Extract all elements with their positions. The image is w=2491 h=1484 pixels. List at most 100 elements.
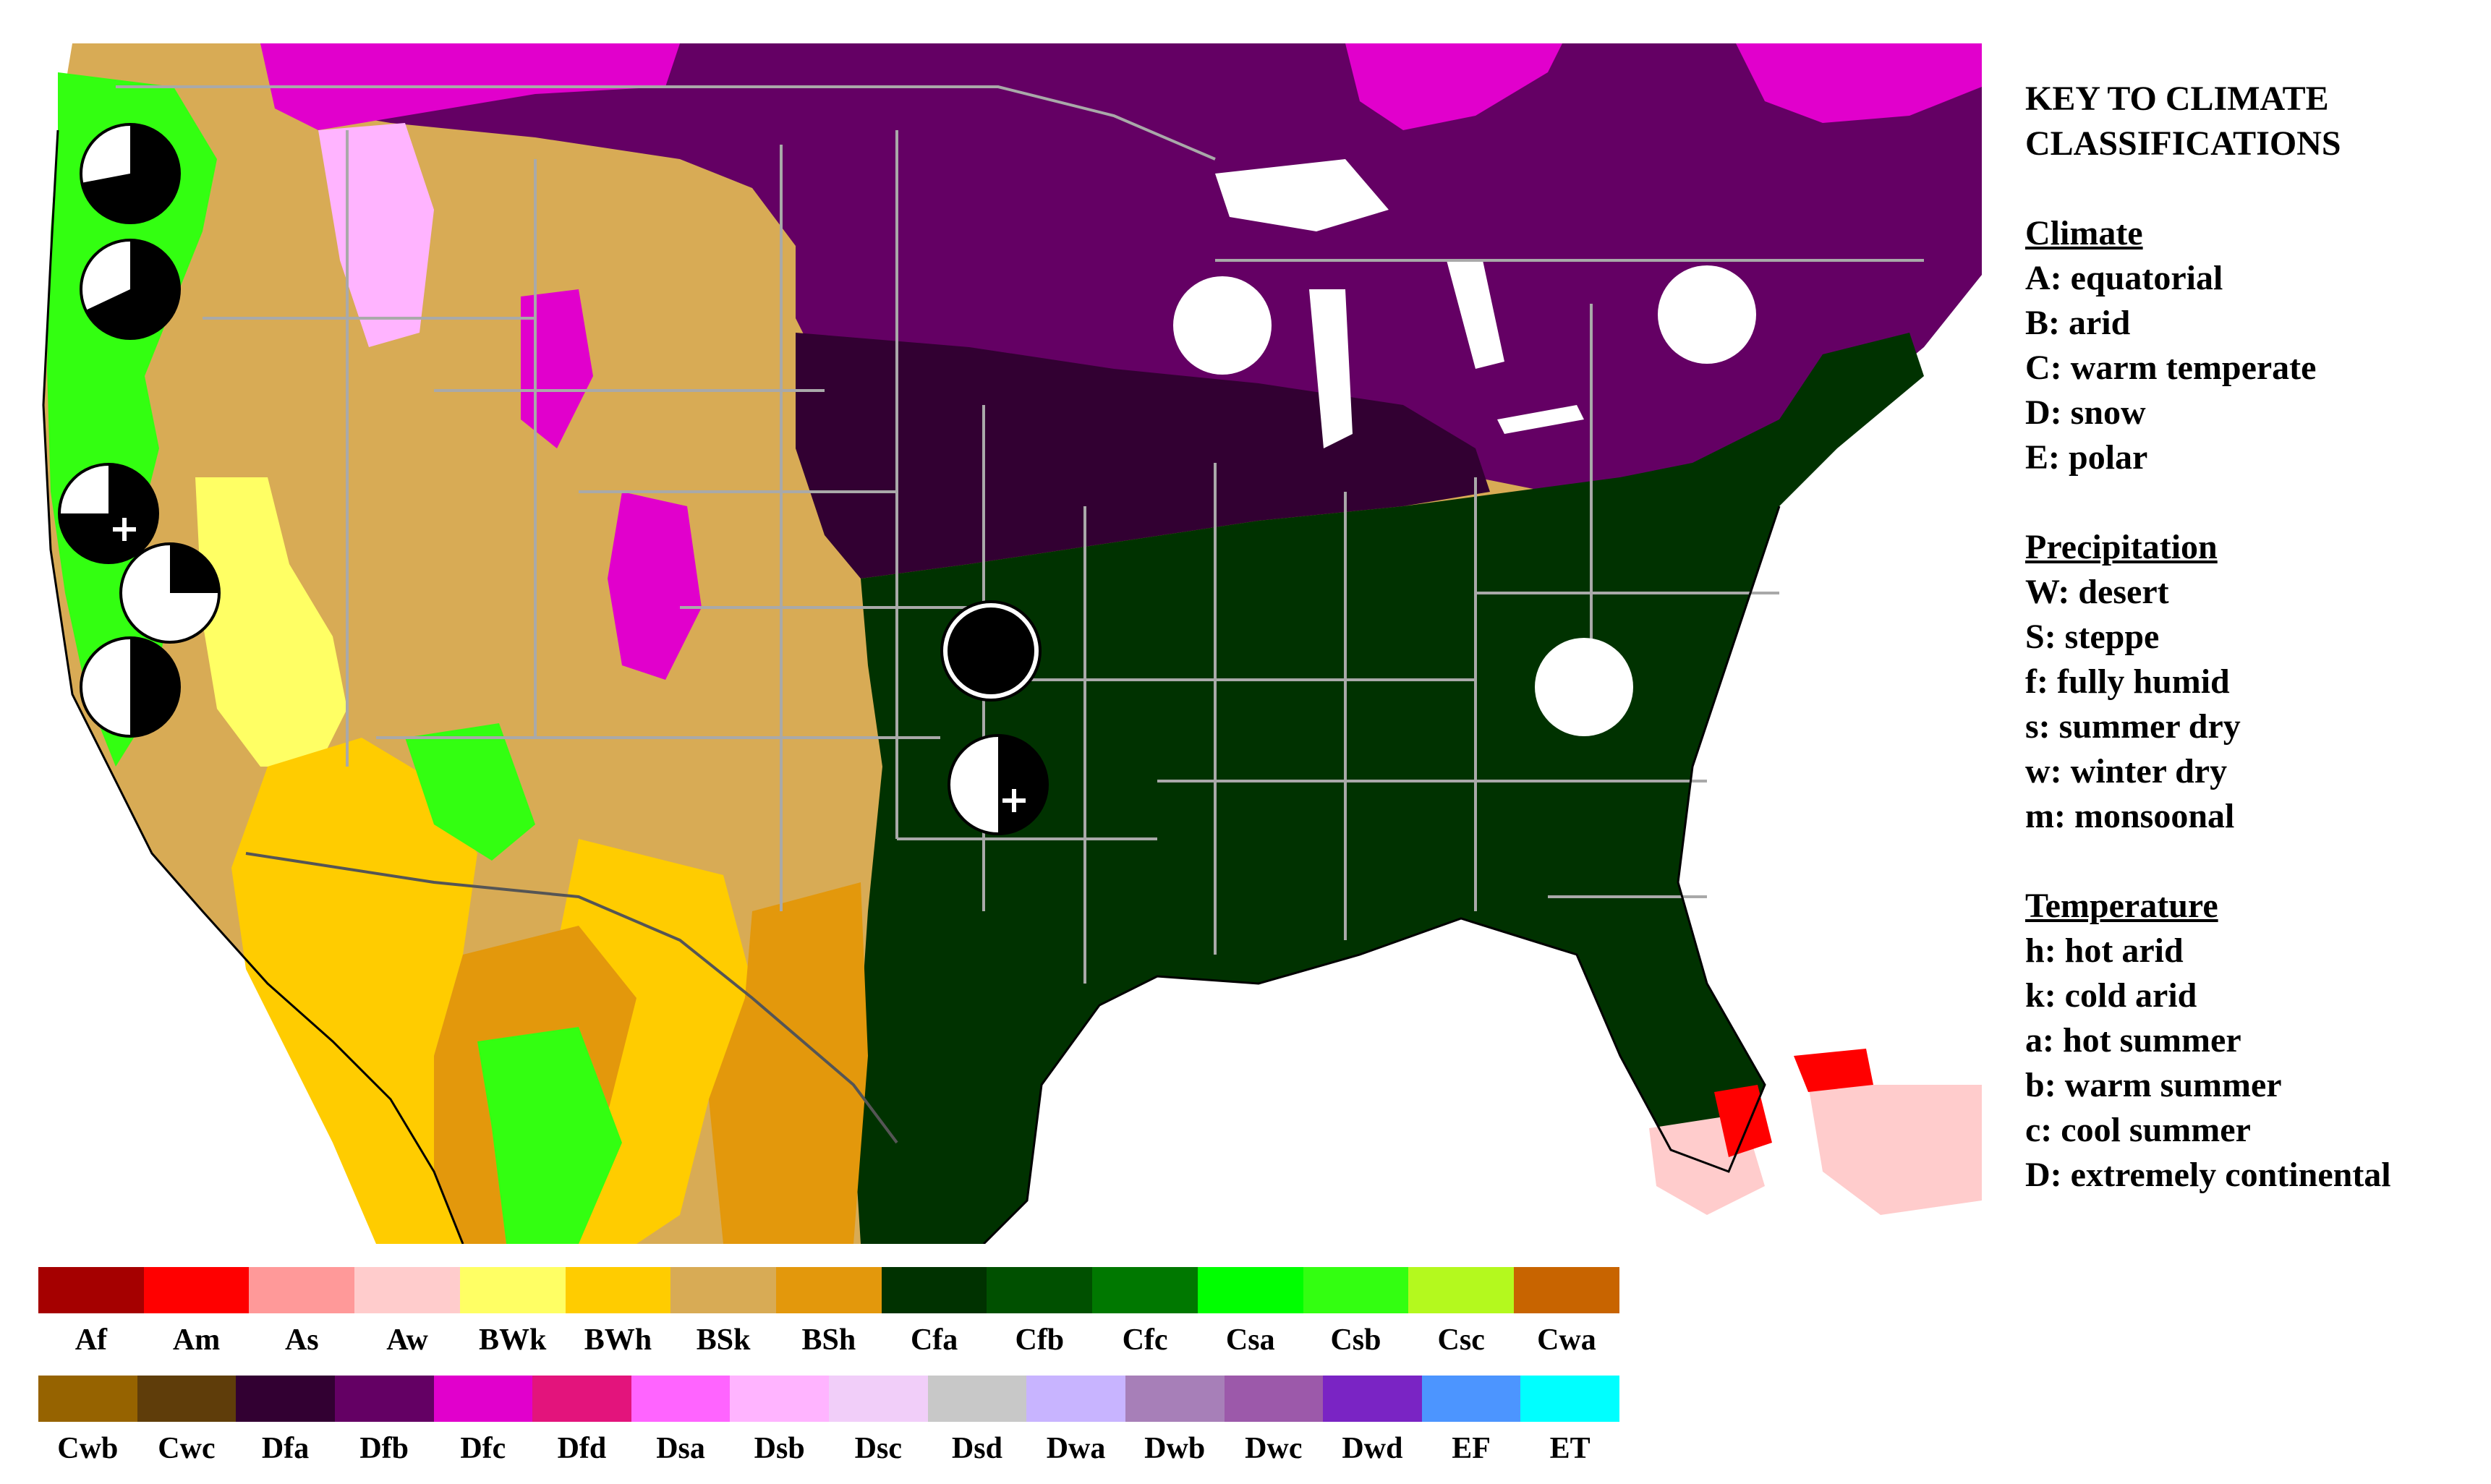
color-legend: Af Am As Aw BWk BWh BSk BSh Cfa Cfb Cfc Csa Csb Csc Cw… [38, 1267, 1619, 1467]
legend-swatch [987, 1267, 1093, 1313]
pie-markers [58, 123, 1756, 835]
legend-label: Dsa [656, 1432, 705, 1465]
coastline [42, 129, 464, 1244]
key-item: h: hot arid [2025, 931, 2184, 970]
key-section-temperature: Temperature h: hot arid k: cold arid a: … [2025, 884, 2474, 1198]
legend-swatch [143, 1267, 250, 1313]
legend-entry-csb: Csb [1303, 1267, 1409, 1358]
coastline-gulf [982, 506, 1781, 1244]
legend-entry-dwa: Dwa [1026, 1376, 1125, 1467]
legend-swatch [532, 1376, 631, 1422]
legend-label: BSk [696, 1323, 751, 1357]
region-humid-subtropical [853, 333, 1924, 1244]
region-subarctic-east [1736, 43, 1982, 123]
legend-entry-am: Am [143, 1267, 250, 1358]
legend-entry-dwb: Dwb [1125, 1376, 1225, 1467]
region-mediterranean-inland [405, 723, 535, 861]
pie-marker-oklahoma [948, 734, 1049, 835]
legend-swatch [38, 1267, 144, 1313]
legend-label: Af [74, 1323, 108, 1357]
pie-marker-kansas [940, 600, 1042, 702]
key-item: D: snow [2025, 393, 2146, 432]
legend-label: As [284, 1323, 319, 1357]
region-humid-continental [796, 333, 1490, 579]
region-subarctic-colorado [608, 492, 702, 680]
legend-entry-dwd: Dwd [1323, 1376, 1422, 1467]
pie-marker-base [1173, 276, 1272, 375]
pie-marker-n-california [58, 463, 159, 564]
legend-swatch [433, 1376, 533, 1422]
pie-marker-slice [130, 638, 179, 736]
legend-label: Csc [1437, 1323, 1485, 1357]
legend-swatch [927, 1376, 1027, 1422]
legend-label: Csb [1330, 1323, 1381, 1357]
legend-swatch [1520, 1376, 1619, 1422]
legend-entry-csc: Csc [1408, 1267, 1515, 1358]
key-heading-climate: Climate [2025, 214, 2143, 252]
climate-map-svg [29, 43, 1982, 1244]
key-item: a: hot summer [2025, 1021, 2241, 1059]
pie-marker-nw-washington [80, 123, 181, 224]
lake-erie [1497, 405, 1584, 434]
legend-label: Dsb [754, 1432, 805, 1465]
legend-swatch [354, 1267, 460, 1313]
legend-swatch [631, 1376, 731, 1422]
legend-label: Cwb [57, 1432, 119, 1465]
key-item: A: equatorial [2025, 259, 2223, 297]
legend-entry-dsc: Dsc [829, 1376, 928, 1467]
region-tropical-monsoon-bahamas [1794, 1049, 1873, 1092]
legend-entry-bwk: BWk [459, 1267, 566, 1358]
key-item: k: cold arid [2025, 976, 2197, 1015]
region-hot-steppe-texas [709, 882, 868, 1244]
lake-huron [1447, 260, 1504, 369]
key-item: c: cool summer [2025, 1111, 2251, 1149]
pie-marker-slice [82, 124, 180, 223]
legend-entry-cwb: Cwb [38, 1376, 137, 1467]
key-title-line1: KEY TO CLIMATE [2025, 80, 2329, 118]
legend-entry-dfd: Dfd [532, 1376, 631, 1467]
legend-swatch [38, 1376, 137, 1422]
legend-entry-cwc: Cwc [137, 1376, 237, 1467]
legend-entry-dsa: Dsa [631, 1376, 731, 1467]
legend-label: Csa [1225, 1323, 1275, 1357]
legend-swatch [1125, 1376, 1225, 1422]
legend-label: Cfb [1015, 1323, 1065, 1357]
legend-swatch [829, 1376, 928, 1422]
region-mediterranean-mexico [477, 1027, 622, 1244]
legend-label: Cwa [1537, 1323, 1596, 1357]
legend-label: Dfc [460, 1432, 506, 1465]
legend-entry-bsh: BSh [776, 1267, 882, 1358]
legend-label: Dfb [359, 1432, 409, 1465]
legend-swatch [137, 1376, 237, 1422]
legend-entry-dfb: Dfb [334, 1376, 434, 1467]
legend-row-2: Cwb Cwc Dfa Dfb Dfc Dfd Dsa Dsb Dsc Dsd Dwa Dwb Dwc D… [38, 1376, 1619, 1467]
lake-michigan [1309, 289, 1353, 448]
legend-label: ET [1549, 1432, 1591, 1465]
legend-swatch [249, 1267, 355, 1313]
legend-label: Dsc [854, 1432, 902, 1465]
pie-marker-virginia [1535, 638, 1633, 736]
legend-entry-dfa: Dfa [236, 1376, 335, 1467]
legend-swatch [459, 1267, 566, 1313]
pie-marker-slice [170, 544, 219, 593]
climate-key: KEY TO CLIMATE CLASSIFICATIONS Climate A… [2025, 77, 2474, 1198]
legend-swatch [1026, 1376, 1125, 1422]
key-title-line2: CLASSIFICATIONS [2025, 124, 2341, 163]
legend-swatch [730, 1376, 829, 1422]
pie-marker-s-california [80, 636, 181, 738]
legend-label: Am [172, 1323, 221, 1357]
pie-marker-slice [85, 240, 179, 338]
plus-icon [1002, 789, 1026, 812]
legend-entry-bsk: BSk [670, 1267, 777, 1358]
legend-entry-aw: Aw [354, 1267, 460, 1358]
pie-marker-fill [948, 607, 1034, 694]
legend-entry-dfc: Dfc [433, 1376, 533, 1467]
lake-superior [1215, 159, 1389, 231]
legend-label: Dwa [1046, 1432, 1106, 1465]
legend-swatch [776, 1267, 882, 1313]
legend-label: Aw [386, 1323, 428, 1357]
legend-entry-as: As [249, 1267, 355, 1358]
plus-icon [113, 518, 136, 541]
legend-entry-csa: Csa [1197, 1267, 1303, 1358]
legend-label: Cfc [1122, 1323, 1168, 1357]
